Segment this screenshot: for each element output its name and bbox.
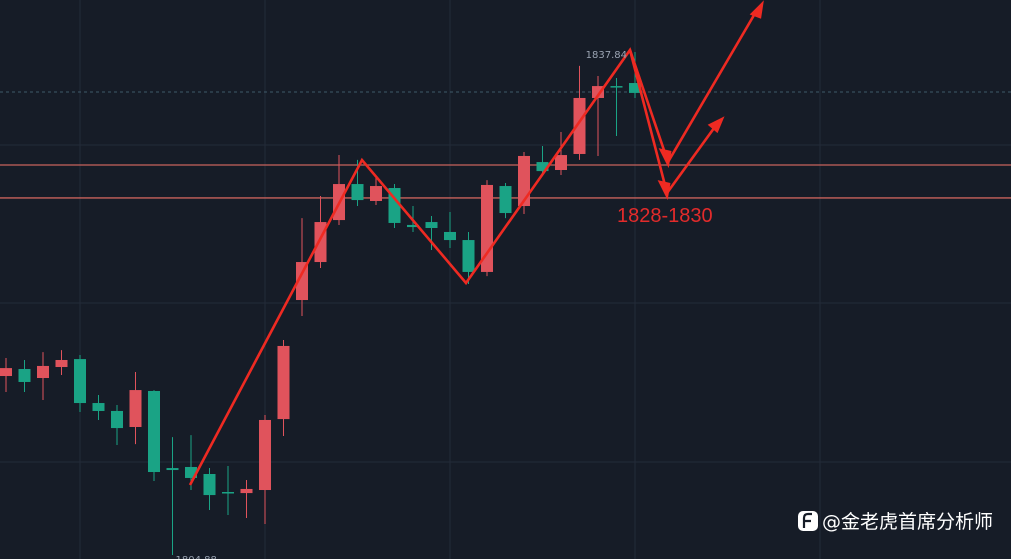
candle-body (444, 231, 456, 241)
watermark-icon-glyph (802, 512, 812, 528)
candle-body (203, 473, 216, 496)
candle-body (296, 262, 308, 301)
high-label: 1837.84 (586, 50, 627, 61)
candle-body (55, 360, 68, 368)
trend-arrow (188, 9, 759, 486)
candle-body (18, 369, 31, 382)
low-label: 1804.88 (176, 555, 217, 559)
candle-body (185, 466, 197, 478)
candle-body (277, 345, 290, 420)
candle-body (425, 222, 438, 228)
candle-body (573, 97, 586, 154)
arrow-head (749, 0, 764, 19)
candle-body (536, 162, 549, 172)
zone-annotation: 1828-1830 (617, 205, 713, 227)
candle-body (129, 390, 142, 427)
candle-body (37, 365, 49, 379)
candle-body (74, 359, 86, 404)
candle-body (259, 419, 271, 491)
candle-body (610, 86, 623, 88)
trend-arrows (188, 0, 764, 486)
candle-body (111, 410, 123, 429)
watermark-group: @金老虎首席分析师 (798, 511, 993, 533)
candle-body (166, 468, 179, 471)
trend-arrow (628, 49, 719, 196)
arrow-head (658, 148, 672, 169)
plot (0, 52, 1011, 556)
candle-body (92, 403, 105, 411)
candle-body (351, 184, 364, 201)
candle-body (592, 86, 604, 98)
candle-body (499, 186, 512, 214)
candle-body (148, 390, 160, 473)
watermark: @金老虎首席分析师 (822, 511, 993, 533)
candle-body (222, 492, 234, 494)
arrow-head (707, 116, 725, 134)
arrow-head (657, 180, 671, 201)
candle-body (555, 155, 567, 171)
candle-body (462, 240, 475, 272)
candle-body (518, 155, 530, 207)
candle-body (0, 368, 12, 377)
candle-body (407, 224, 419, 228)
candle-body (629, 83, 641, 93)
candle-body (370, 186, 382, 201)
candle-body (240, 488, 253, 494)
